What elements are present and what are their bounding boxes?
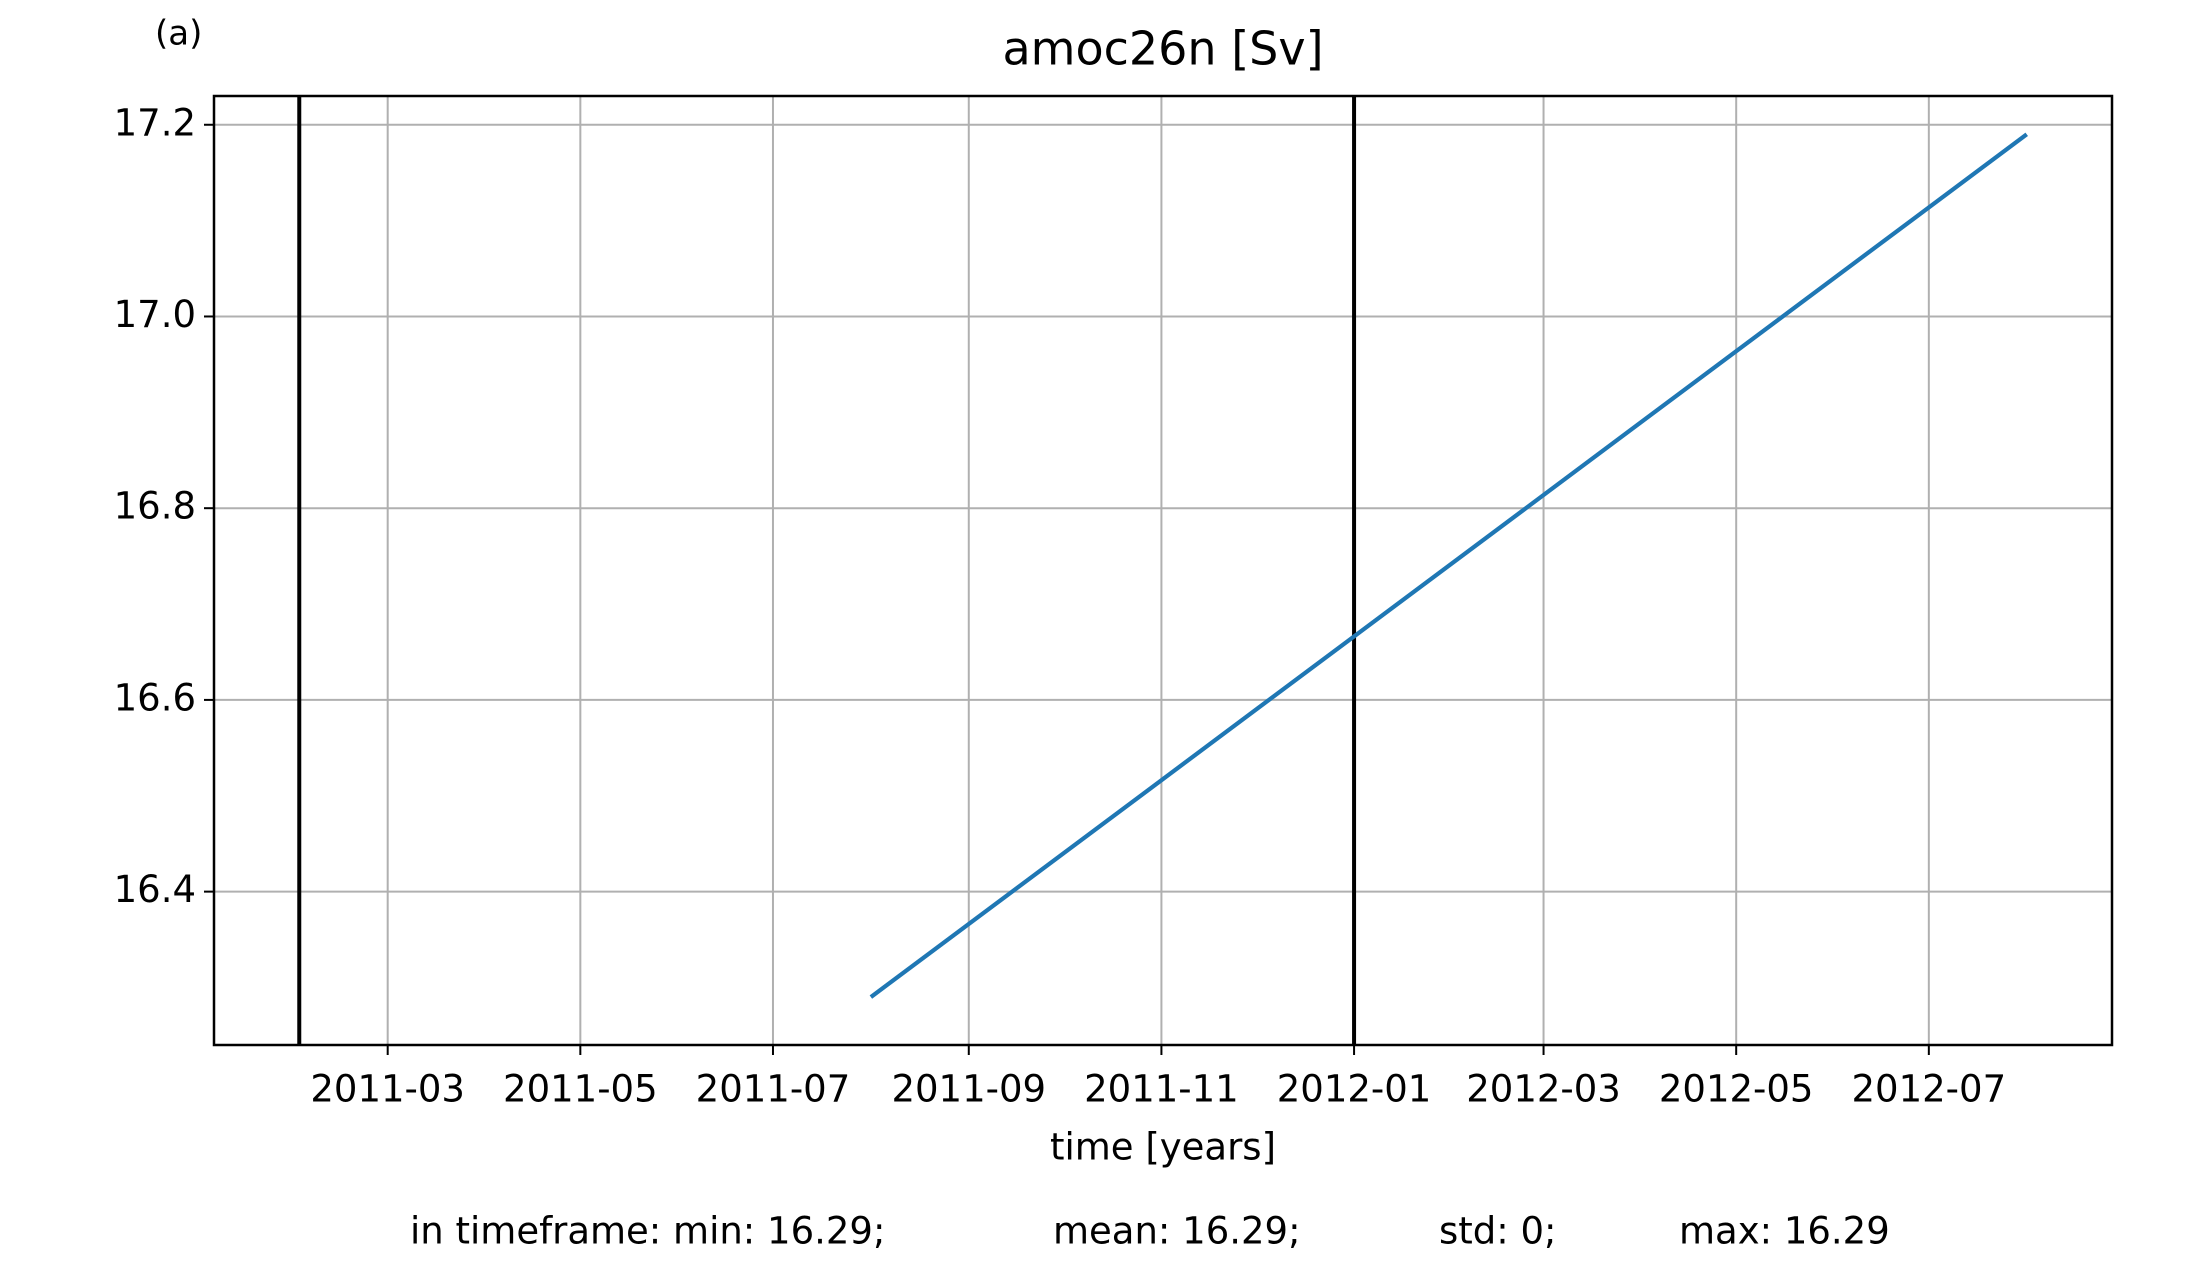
footer-stat: mean: 16.29; [1053,1210,1301,1253]
x-tick-label: 2012-07 [1852,1068,2007,1111]
footer-stat: std: 0; [1439,1210,1557,1253]
x-tick-label: 2012-01 [1277,1068,1432,1111]
y-tick-label: 17.2 [114,101,196,144]
x-axis-label: time [years] [1050,1126,1276,1169]
x-tick-label: 2011-07 [696,1068,851,1111]
data-line [869,132,2028,999]
y-tick-label: 16.8 [114,485,196,528]
chart-title: amoc26n [Sv] [1002,22,1323,76]
x-tick-label: 2012-05 [1659,1068,1814,1111]
y-tick-label: 16.6 [114,676,196,719]
footer-stat: max: 16.29 [1679,1210,1890,1253]
y-tick-label: 17.0 [114,293,196,336]
footer-stat: in timeframe: min: 16.29; [410,1210,885,1253]
x-tick-label: 2011-11 [1084,1068,1239,1111]
x-tick-label: 2011-03 [310,1068,465,1111]
plot-frame [212,94,2114,1047]
x-tick-label: 2012-03 [1466,1068,1621,1111]
y-tick-label: 16.4 [114,868,196,911]
panel-label: (a) [155,14,202,54]
x-tick-label: 2011-09 [891,1068,1046,1111]
x-tick-label: 2011-05 [503,1068,658,1111]
